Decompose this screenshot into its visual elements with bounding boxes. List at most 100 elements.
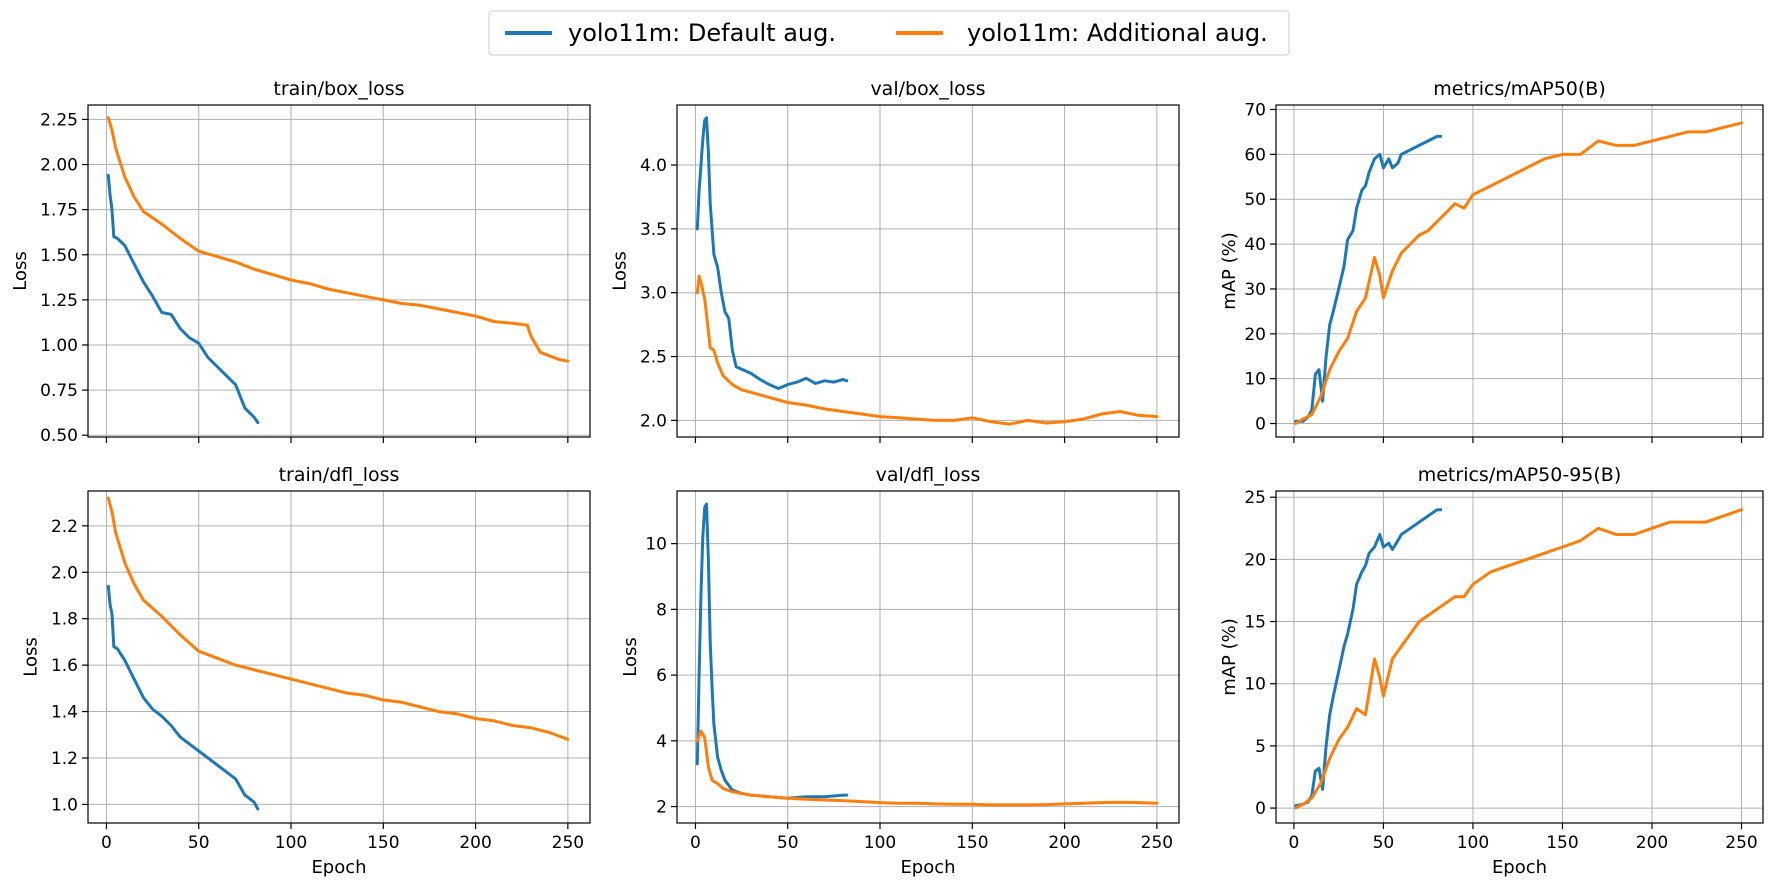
y-tick-label: 0 — [1255, 799, 1266, 819]
y-tick-label: 2.0 — [640, 411, 667, 431]
subplot: 0 50 100 150 200 250 0 5 10 15 20 25 metrics/mAP50-9… — [1219, 464, 1764, 878]
x-tick-label: 150 — [1546, 833, 1578, 853]
y-tick-label: 10 — [1244, 675, 1266, 695]
series-line — [695, 116, 849, 390]
x-tick-label: 250 — [552, 833, 584, 853]
y-tick-label: 20 — [1244, 550, 1266, 570]
y-tick-label: 2.25 — [40, 110, 78, 130]
subplot-title: train/dfl_loss — [279, 464, 400, 486]
y-tick-label: 6 — [656, 666, 667, 686]
subplot: 0 50 100 150 200 250 2 4 6 8 10 val/dfl_loss Loss Epo… — [620, 464, 1180, 878]
y-tick-label: 4 — [656, 732, 667, 752]
y-tick-label: 15 — [1244, 613, 1266, 633]
series-line — [1294, 508, 1443, 808]
y-tick-label: 50 — [1244, 190, 1266, 210]
y-tick-label: 10 — [645, 535, 667, 555]
legend-label-default-aug: yolo11m: Default aug. — [568, 19, 836, 47]
subplot: 0.50 0.75 1.00 1.25 1.50 1.75 2.00 2.25 train/bo… — [10, 78, 591, 446]
x-tick-label: 100 — [864, 833, 896, 853]
y-tick-label: 1.0 — [51, 795, 78, 815]
y-tick-label: 8 — [656, 600, 667, 620]
y-axis-label: Loss — [620, 637, 641, 676]
series-line — [106, 116, 570, 363]
y-tick-label: 1.00 — [40, 336, 78, 356]
y-tick-label: 3.5 — [640, 220, 667, 240]
x-tick-label: 0 — [1288, 833, 1299, 853]
subplot: 0 10 20 30 40 50 60 70 metrics/mAP50(B) mAP (%) — [1219, 78, 1764, 443]
y-tick-label: 1.6 — [51, 656, 78, 676]
series-line — [106, 584, 260, 811]
series-line — [695, 502, 849, 800]
plot-frame — [1275, 490, 1764, 824]
y-axis-label: Loss — [21, 637, 42, 676]
subplot: 0 50 100 150 200 250 1.0 1.2 1.4 1.6 1.8 2.0 2.2 trai… — [21, 464, 591, 878]
subplot-title: val/box_loss — [870, 78, 985, 100]
x-tick-label: 200 — [1048, 833, 1080, 853]
y-tick-label: 1.25 — [40, 291, 78, 311]
y-tick-label: 25 — [1244, 488, 1266, 508]
subplot-grid: 0.500.751.001.251.501.752.002.25train/bo… — [10, 78, 1764, 878]
y-tick-label: 2 — [656, 798, 667, 818]
x-tick-label: 0 — [101, 833, 112, 853]
y-tick-label: 1.2 — [51, 749, 78, 769]
y-tick-label: 2.0 — [51, 563, 78, 583]
plot-frame — [676, 490, 1180, 824]
x-tick-label: 200 — [1636, 833, 1668, 853]
y-tick-label: 4.0 — [640, 156, 667, 176]
plot-frame — [676, 104, 1180, 438]
subplot-title: val/dfl_loss — [876, 464, 981, 486]
x-tick-label: 250 — [1725, 833, 1757, 853]
y-tick-label: 1.75 — [40, 201, 78, 221]
y-tick-label: 60 — [1244, 145, 1266, 165]
plot-frame — [87, 104, 591, 438]
series-line — [695, 729, 1159, 807]
y-tick-label: 1.50 — [40, 246, 78, 266]
x-tick-label: 250 — [1141, 833, 1173, 853]
x-tick-label: 0 — [690, 833, 701, 853]
y-tick-label: 5 — [1255, 737, 1266, 757]
series-line — [1294, 508, 1743, 810]
x-tick-label: 50 — [777, 833, 799, 853]
y-tick-label: 2.00 — [40, 156, 78, 176]
y-tick-label: 2.2 — [51, 517, 78, 537]
x-tick-label: 100 — [275, 833, 307, 853]
y-tick-label: 0 — [1255, 415, 1266, 435]
y-axis-label: Loss — [10, 251, 31, 290]
x-axis-label: Epoch — [311, 857, 366, 878]
series-line — [106, 173, 260, 425]
y-tick-label: 40 — [1244, 235, 1266, 255]
y-tick-label: 20 — [1244, 325, 1266, 345]
y-axis-label: mAP (%) — [1219, 618, 1240, 696]
subplot-title: train/box_loss — [273, 78, 404, 100]
y-axis-label: mAP (%) — [1219, 232, 1240, 310]
x-axis-label: Epoch — [1492, 857, 1547, 878]
series-line — [695, 274, 1159, 426]
y-tick-label: 10 — [1244, 370, 1266, 390]
plot-frame — [1275, 104, 1764, 438]
y-axis-label: Loss — [610, 251, 631, 290]
plot-frame — [87, 490, 591, 824]
x-axis-label: Epoch — [900, 857, 955, 878]
subplot: 2.0 2.5 3.0 3.5 4.0 val/box_loss Loss — [610, 78, 1180, 443]
legend: yolo11m: Default aug. yolo11m: Additiona… — [488, 10, 1290, 56]
legend-label-additional-aug: yolo11m: Additional aug. — [967, 19, 1268, 47]
series-line — [1294, 121, 1743, 425]
y-tick-label: 30 — [1244, 280, 1266, 300]
subplot-title: metrics/mAP50(B) — [1433, 78, 1605, 100]
x-tick-label: 50 — [188, 833, 210, 853]
x-tick-label: 150 — [956, 833, 988, 853]
y-tick-label: 1.8 — [51, 610, 78, 630]
y-tick-label: 70 — [1244, 100, 1266, 120]
x-tick-label: 150 — [367, 833, 399, 853]
series-line — [106, 496, 570, 741]
subplot-title: metrics/mAP50-95(B) — [1418, 464, 1622, 486]
legend-frame — [488, 10, 1290, 56]
y-tick-label: 3.0 — [640, 284, 667, 304]
y-tick-label: 2.5 — [640, 348, 667, 368]
x-tick-label: 200 — [459, 833, 491, 853]
series-line — [1294, 134, 1443, 423]
x-tick-label: 50 — [1373, 833, 1395, 853]
x-tick-label: 100 — [1457, 833, 1489, 853]
y-tick-label: 0.50 — [40, 426, 78, 446]
